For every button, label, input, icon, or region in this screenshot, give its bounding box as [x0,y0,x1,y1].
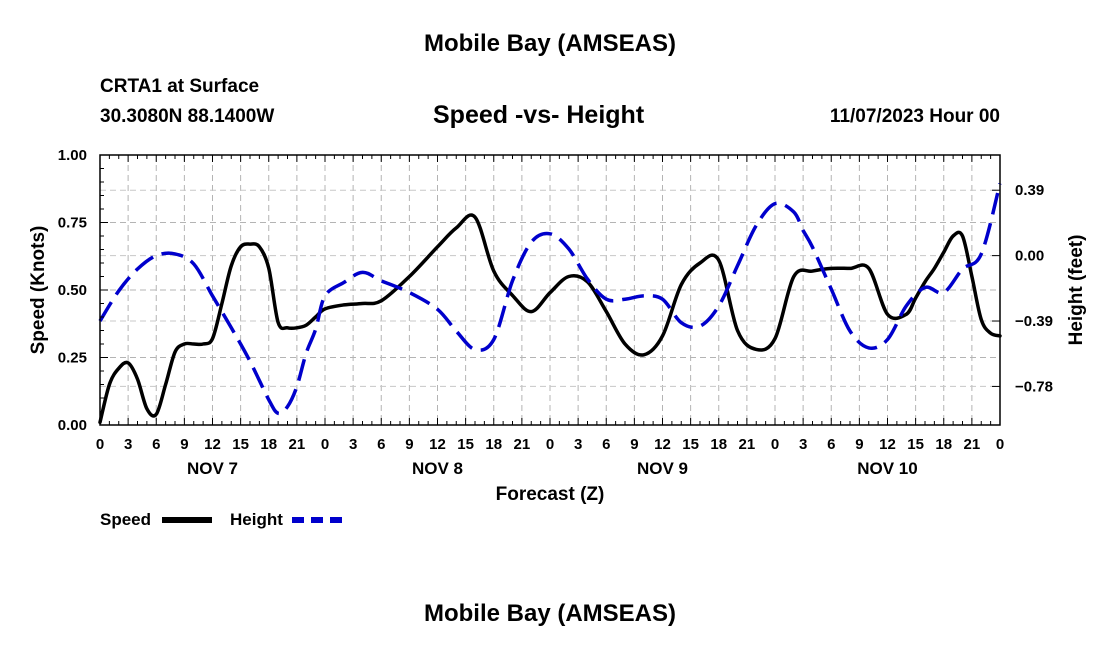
x-tick-label: 9 [180,436,188,453]
x-tick-label: 0 [996,436,1004,453]
left-tick-label: 0.50 [58,282,87,299]
x-tick-label: 18 [935,436,952,453]
x-tick-label: 0 [546,436,554,453]
x-tick-label: 3 [574,436,582,453]
x-tick-label: 12 [204,436,221,453]
x-tick-label: 15 [232,436,249,453]
left-tick-label: 1.00 [58,147,87,164]
right-tick-label: 0.00 [1015,248,1044,265]
grid [100,155,1000,425]
left-tick-label: 0.00 [58,417,87,434]
page-title: Mobile Bay (AMSEAS) [423,30,677,57]
x-tick-label: 0 [771,436,779,453]
right-tick-label: −0.78 [1015,378,1053,395]
legend-height-label: Height [230,510,283,529]
x-tick-label: 3 [799,436,807,453]
x-tick-label: 15 [907,436,924,453]
legend-speed-swatch [162,517,212,523]
series-line-height [98,183,1002,416]
footer-title: Mobile Bay (AMSEAS) [423,600,677,627]
coordinates-label: 30.3080N 88.1400W [100,106,275,127]
x-tick-label: 3 [124,436,132,453]
x-tick-label: 6 [152,436,160,453]
x-tick-label: 0 [96,436,104,453]
x-tick-label: 21 [289,436,306,453]
x-tick-label: 3 [349,436,357,453]
left-tick-label: 0.75 [58,215,87,232]
x-tick-label: 15 [682,436,699,453]
x-tick-label: 6 [602,436,610,453]
left-tick-label: 0.25 [58,350,87,367]
x-tick-label: 18 [260,436,277,453]
right-tick-label: −0.39 [1015,313,1053,330]
x-axis-label: Forecast (Z) [496,484,605,505]
x-tick-label: 9 [855,436,863,453]
x-tick-label: 6 [827,436,835,453]
x-day-label: NOV 7 [187,459,238,478]
right-tick-label: 0.39 [1015,182,1044,199]
x-day-label: NOV 9 [637,459,688,478]
right-axis-label: Height (feet) [1066,235,1087,346]
x-tick-label: 6 [377,436,385,453]
x-tick-label: 12 [654,436,671,453]
date-label: 11/07/2023 Hour 00 [829,106,1000,127]
left-axis-label: Speed (Knots) [28,226,49,355]
chart-title: Speed -vs- Height [433,101,645,129]
legend-height-swatch [292,517,342,523]
x-day-label: NOV 8 [412,459,463,478]
series-layer [98,183,1002,425]
x-tick-label: 0 [321,436,329,453]
x-tick-label: 12 [429,436,446,453]
x-tick-label: 21 [739,436,756,453]
x-tick-label: 18 [485,436,502,453]
x-tick-label: 18 [710,436,727,453]
series-line-speed [98,213,1002,425]
x-tick-label: 9 [630,436,638,453]
station-label: CRTA1 at Surface [100,76,260,97]
x-tick-label: 21 [514,436,531,453]
axes: 0 3 6 9 12 15 18 21 0 3 6 9 12 15 18 21 0 3 6 9 12 15 18 21 0 3 6 9… [58,147,1053,478]
x-tick-label: 9 [405,436,413,453]
x-day-label: NOV 10 [857,459,917,478]
x-tick-label: 12 [879,436,896,453]
x-tick-label: 21 [964,436,981,453]
legend-speed-label: Speed [100,510,152,529]
x-tick-label: 15 [457,436,474,453]
